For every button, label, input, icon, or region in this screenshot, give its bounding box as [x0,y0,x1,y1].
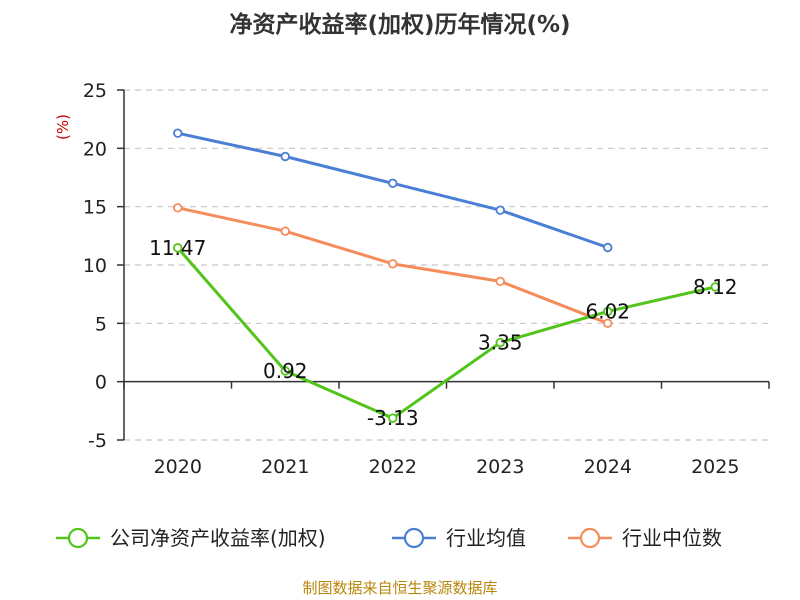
data-point [388,413,398,423]
legend-label: 公司净资产收益率(加权) [110,526,326,550]
data-point [603,242,613,253]
data-point [388,178,398,189]
data-point [603,318,613,329]
data-point [280,151,290,162]
y-tick-label: 25 [83,80,107,102]
data-label: 3.35 [478,331,523,355]
y-tick-label: -5 [88,430,107,452]
x-tick-label: 2022 [369,456,417,478]
y-tick-label: 10 [83,255,107,277]
series-line-1 [177,131,609,249]
series-line-0 [176,246,716,420]
data-point [495,337,505,348]
data-label: 11.47 [149,236,206,260]
source-note: 制图数据来自恒生聚源数据库 [302,579,497,597]
data-point [280,366,290,376]
data-point [173,128,183,138]
data-point [495,276,505,287]
y-tick-label: 20 [83,138,107,160]
data-label: 6.02 [585,299,630,323]
data-point [173,203,183,213]
data-point [603,306,613,317]
legend: 公司净资产收益率(加权) 行业均值 行业中位数 [56,526,722,550]
legend-marker-icon [67,527,89,549]
y-tick-label: 0 [95,372,107,394]
x-tick-label: 2024 [584,456,632,478]
x-tick-label: 2023 [476,456,524,478]
data-point [388,259,398,269]
data-labels: 11.47 0.92 -3.13 3.35 6.02 8.12 [149,236,737,430]
x-tick-labels: 2020 2021 2022 2023 2024 2025 [154,456,740,478]
data-point [710,282,720,292]
x-tick-label: 2020 [154,456,202,478]
data-label: 8.12 [693,275,738,299]
series-group [173,128,720,423]
y-tick-labels: 25 20 15 10 5 0 -5 [83,80,107,452]
legend-label: 行业中位数 [622,526,722,550]
data-point [173,243,183,253]
y-tick-label: 5 [95,313,107,335]
chart-title: 净资产收益率(加权)历年情况(%) [229,11,570,38]
grid-lines [124,89,769,441]
data-point [495,205,505,215]
y-tick-label: 15 [83,197,107,219]
legend-marker-icon [403,527,425,549]
data-point [280,226,290,236]
x-tick-label: 2021 [261,456,309,478]
y-axis-unit: (%) [54,114,72,140]
data-label: -3.13 [367,406,419,430]
legend-label: 行业均值 [446,526,526,550]
data-label: 0.92 [263,359,308,383]
legend-marker-icon [579,527,601,549]
x-tick-label: 2025 [691,456,739,478]
